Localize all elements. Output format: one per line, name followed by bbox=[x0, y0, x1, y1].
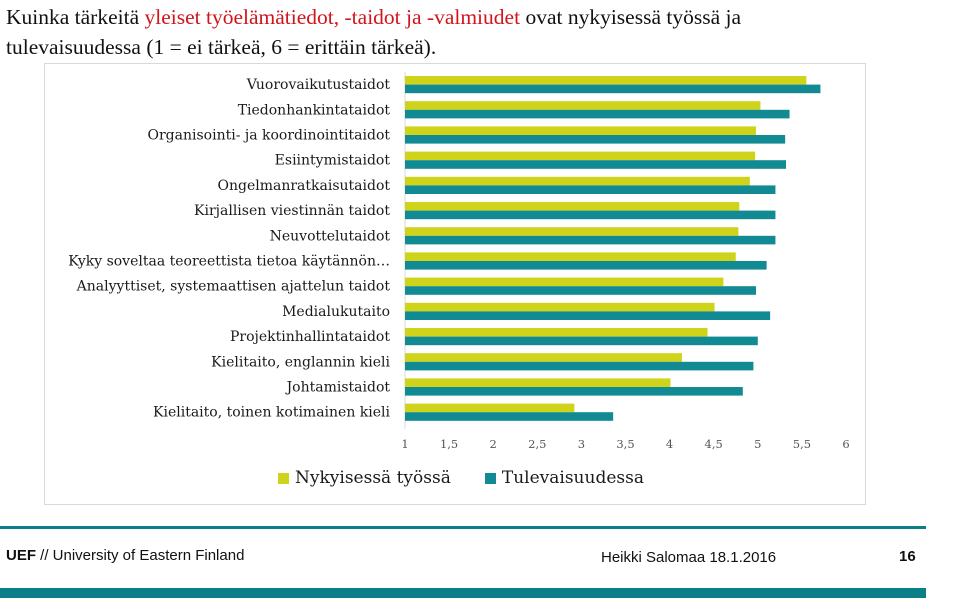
bar-current bbox=[405, 176, 750, 186]
title-part2: ovat nykyisessä työssä ja bbox=[520, 5, 742, 29]
bar-current bbox=[405, 151, 756, 161]
x-tick-label: 2 bbox=[490, 437, 497, 451]
x-tick-label: 6 bbox=[842, 437, 849, 451]
bar-current bbox=[405, 252, 736, 261]
bar-current bbox=[405, 227, 739, 236]
category-label: Tiedonhankintataidot bbox=[238, 102, 391, 118]
x-tick-label: 5,5 bbox=[793, 437, 811, 451]
x-tick-label: 1,5 bbox=[440, 437, 458, 451]
bar-current bbox=[405, 101, 761, 110]
bar-future bbox=[405, 311, 771, 320]
legend-label-current: Nykyisessä työssä bbox=[295, 468, 451, 488]
bar-current bbox=[405, 302, 715, 312]
footer-organization: UEF // University of Eastern Finland bbox=[6, 547, 244, 564]
bar-current bbox=[405, 202, 740, 211]
category-label: Medialukutaito bbox=[282, 304, 390, 320]
title-highlight: yleiset työelämätiedot, -taidot ja -valm… bbox=[144, 5, 521, 29]
bar-future bbox=[405, 160, 787, 169]
bar-future bbox=[405, 286, 757, 295]
legend-item-current: Nykyisessä työssä bbox=[278, 468, 451, 488]
x-tick-label: 1 bbox=[401, 437, 408, 451]
bar-current bbox=[405, 126, 757, 135]
footer-org-name: // University of Eastern Finland bbox=[36, 547, 245, 564]
bar-future bbox=[405, 361, 754, 371]
x-tick-label: 4 bbox=[666, 437, 673, 451]
category-label: Kielitaito, englannin kieli bbox=[211, 354, 390, 370]
bar-future bbox=[405, 109, 790, 119]
bar-current bbox=[405, 76, 807, 85]
chart-legend: Nykyisessä työssä Tulevaisuudessa bbox=[278, 468, 644, 488]
bar-future bbox=[405, 261, 767, 270]
category-label: Esiintymistaidot bbox=[275, 153, 391, 169]
legend-label-future: Tulevaisuudessa bbox=[501, 468, 644, 488]
bar-current bbox=[405, 277, 724, 287]
category-label: Organisointi- ja koordinointitaidot bbox=[148, 128, 391, 144]
bar-current bbox=[405, 328, 708, 337]
bar-current bbox=[405, 378, 671, 387]
category-label: Kielitaito, toinen kotimainen kieli bbox=[153, 405, 390, 421]
bar-future bbox=[405, 387, 743, 396]
bar-current bbox=[405, 403, 575, 413]
footer-divider bbox=[0, 526, 926, 529]
x-tick-label: 5 bbox=[754, 437, 761, 451]
x-tick-label: 2,5 bbox=[528, 437, 546, 451]
slide-title: Kuinka tärkeitä yleiset työelämätiedot, … bbox=[6, 2, 958, 62]
category-label: Vuorovaikutustaidot bbox=[246, 77, 391, 93]
bar-future bbox=[405, 412, 614, 421]
bar-chart: Vuorovaikutustaidot Tiedonhankintataidot O… bbox=[68, 72, 850, 451]
footer-bar bbox=[0, 588, 926, 598]
footer-uef: UEF bbox=[6, 547, 36, 564]
category-label: Kyky soveltaa teoreettista tietoa käytän… bbox=[68, 254, 390, 270]
bar-current bbox=[405, 353, 682, 362]
bar-future bbox=[405, 84, 821, 94]
bar-future bbox=[405, 135, 786, 144]
category-label: Projektinhallintataidot bbox=[230, 329, 390, 345]
legend-item-future: Tulevaisuudessa bbox=[484, 468, 644, 488]
footer-author-date: Heikki Salomaa 18.1.2016 bbox=[601, 549, 777, 566]
bar-future bbox=[405, 185, 776, 194]
title-line2: tulevaisuudessa (1 = ei tärkeä, 6 = erit… bbox=[6, 35, 437, 59]
x-tick-label: 3,5 bbox=[616, 437, 634, 451]
legend-swatch-future bbox=[484, 472, 496, 484]
bar-future bbox=[405, 336, 758, 346]
x-tick-label: 3 bbox=[578, 437, 585, 451]
bar-future bbox=[405, 235, 776, 245]
bar-future bbox=[405, 210, 776, 220]
category-label: Neuvottelutaidot bbox=[270, 228, 391, 244]
x-tick-label: 4,5 bbox=[705, 437, 723, 451]
category-label: Johtamistaidot bbox=[285, 380, 391, 396]
category-label: Analyyttiset, systemaattisen ajattelun t… bbox=[76, 279, 391, 295]
legend-swatch-current bbox=[278, 472, 289, 484]
page-number: 16 bbox=[899, 548, 916, 565]
title-part1: Kuinka tärkeitä bbox=[6, 5, 145, 29]
category-label: Ongelmanratkaisutaidot bbox=[218, 178, 391, 194]
category-label: Kirjallisen viestinnän taidot bbox=[194, 203, 390, 219]
